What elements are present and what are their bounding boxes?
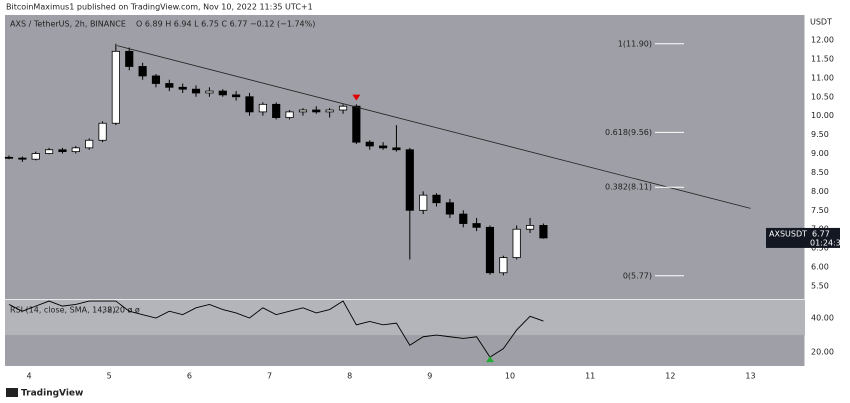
candle-body	[205, 90, 214, 94]
candle-body	[512, 228, 521, 259]
candle-body	[218, 90, 227, 96]
candle-body	[499, 257, 508, 274]
candle-body	[472, 223, 481, 228]
signal-marker	[352, 94, 361, 101]
candle-body	[98, 122, 107, 141]
candle-body	[539, 225, 548, 239]
currency-label: USDT	[810, 18, 832, 27]
rsi-title: RSI (14, close, SMA, 14, 2)	[10, 306, 116, 315]
publisher-line: BitcoinMaximus1 published on TradingView…	[6, 3, 313, 12]
signal-marker	[485, 356, 494, 363]
x-tick-label: 10	[505, 372, 515, 381]
candle-body	[338, 105, 348, 111]
countdown: 01:24:34	[810, 238, 846, 247]
x-tick-label: 4	[27, 372, 32, 381]
candle-body	[459, 213, 468, 224]
candle-body	[45, 149, 54, 154]
x-tick-label: 13	[745, 372, 755, 381]
candle-body	[325, 109, 334, 113]
last-price-box	[766, 227, 840, 248]
brand-name: TradingView	[21, 389, 83, 399]
candle-body	[138, 66, 147, 77]
y-tick-label: 9.50	[811, 130, 829, 139]
symbol-title: AXS / TetherUS, 2h, BINANCE	[10, 20, 126, 29]
candle-body	[31, 153, 40, 160]
x-tick-label: 12	[665, 372, 675, 381]
candle-body	[525, 225, 535, 230]
y-tick-label: 8.50	[811, 168, 829, 177]
fib-label: 0.618(9.56)	[605, 128, 652, 137]
candle-body	[285, 111, 294, 118]
y-tick-label: 11.00	[811, 73, 834, 82]
candle-body	[232, 94, 241, 98]
price-pane	[5, 15, 805, 300]
candle-body	[111, 50, 120, 124]
y-tick-label: 40.00	[811, 314, 834, 323]
fib-label: 0(5.77)	[623, 271, 652, 280]
y-tick-label: 6.50	[811, 244, 829, 253]
candle-body	[312, 109, 321, 113]
y-tick-label: 20.00	[811, 348, 834, 357]
last-price-value: 6.77	[812, 229, 830, 238]
y-tick-label: 11.50	[811, 54, 834, 63]
candle-body	[245, 96, 254, 113]
y-tick-label: 8.00	[811, 187, 829, 196]
y-tick-label: 10.50	[811, 92, 834, 101]
candle-body	[392, 147, 401, 151]
candle-body	[379, 145, 388, 149]
last-price-symbol: AXSUSDT	[769, 229, 807, 238]
y-tick-label: 10.00	[811, 111, 834, 120]
candle-body	[18, 157, 27, 160]
candle-body	[272, 103, 281, 118]
x-tick-label: 6	[187, 372, 192, 381]
candle-body	[405, 149, 414, 211]
rsi-value: 38.20 ø ø	[102, 306, 140, 315]
candle-body	[419, 194, 428, 211]
rsi-line	[8, 300, 544, 358]
x-tick-label: 7	[267, 372, 272, 381]
candle-body	[258, 103, 267, 113]
candle-body	[178, 86, 187, 90]
x-tick-label: 8	[347, 372, 352, 381]
candle-body	[151, 75, 161, 84]
candle-body	[165, 83, 174, 88]
candle-body	[4, 156, 14, 159]
y-tick-label: 12.00	[811, 35, 834, 44]
candle-body	[85, 139, 94, 149]
y-tick-label: 9.00	[811, 149, 829, 158]
fib-label: 1(11.90)	[618, 39, 652, 48]
y-tick-label: 5.50	[811, 281, 829, 290]
x-tick-label: 9	[427, 372, 432, 381]
candle-body	[125, 50, 134, 67]
y-tick-label: 6.00	[811, 263, 829, 272]
candle-body	[71, 147, 80, 153]
x-tick-label: 11	[585, 372, 595, 381]
candle-body	[485, 226, 495, 274]
candle-body	[58, 149, 67, 153]
candle-body	[432, 194, 441, 204]
candle-body	[365, 141, 374, 147]
x-tick-label: 5	[107, 372, 112, 381]
trendline	[117, 45, 751, 209]
rsi-band	[5, 300, 805, 336]
candle-body	[191, 88, 201, 94]
fib-label: 0.382(8.11)	[605, 183, 652, 192]
brand-logo	[6, 388, 18, 397]
candle-body	[445, 202, 454, 215]
y-tick-label: 7.50	[811, 206, 829, 215]
candle-body	[298, 109, 308, 113]
ohlc-text: O 6.89 H 6.94 L 6.75 C 6.77 −0.12 (−1.74…	[136, 20, 315, 29]
candle-body	[352, 105, 361, 143]
